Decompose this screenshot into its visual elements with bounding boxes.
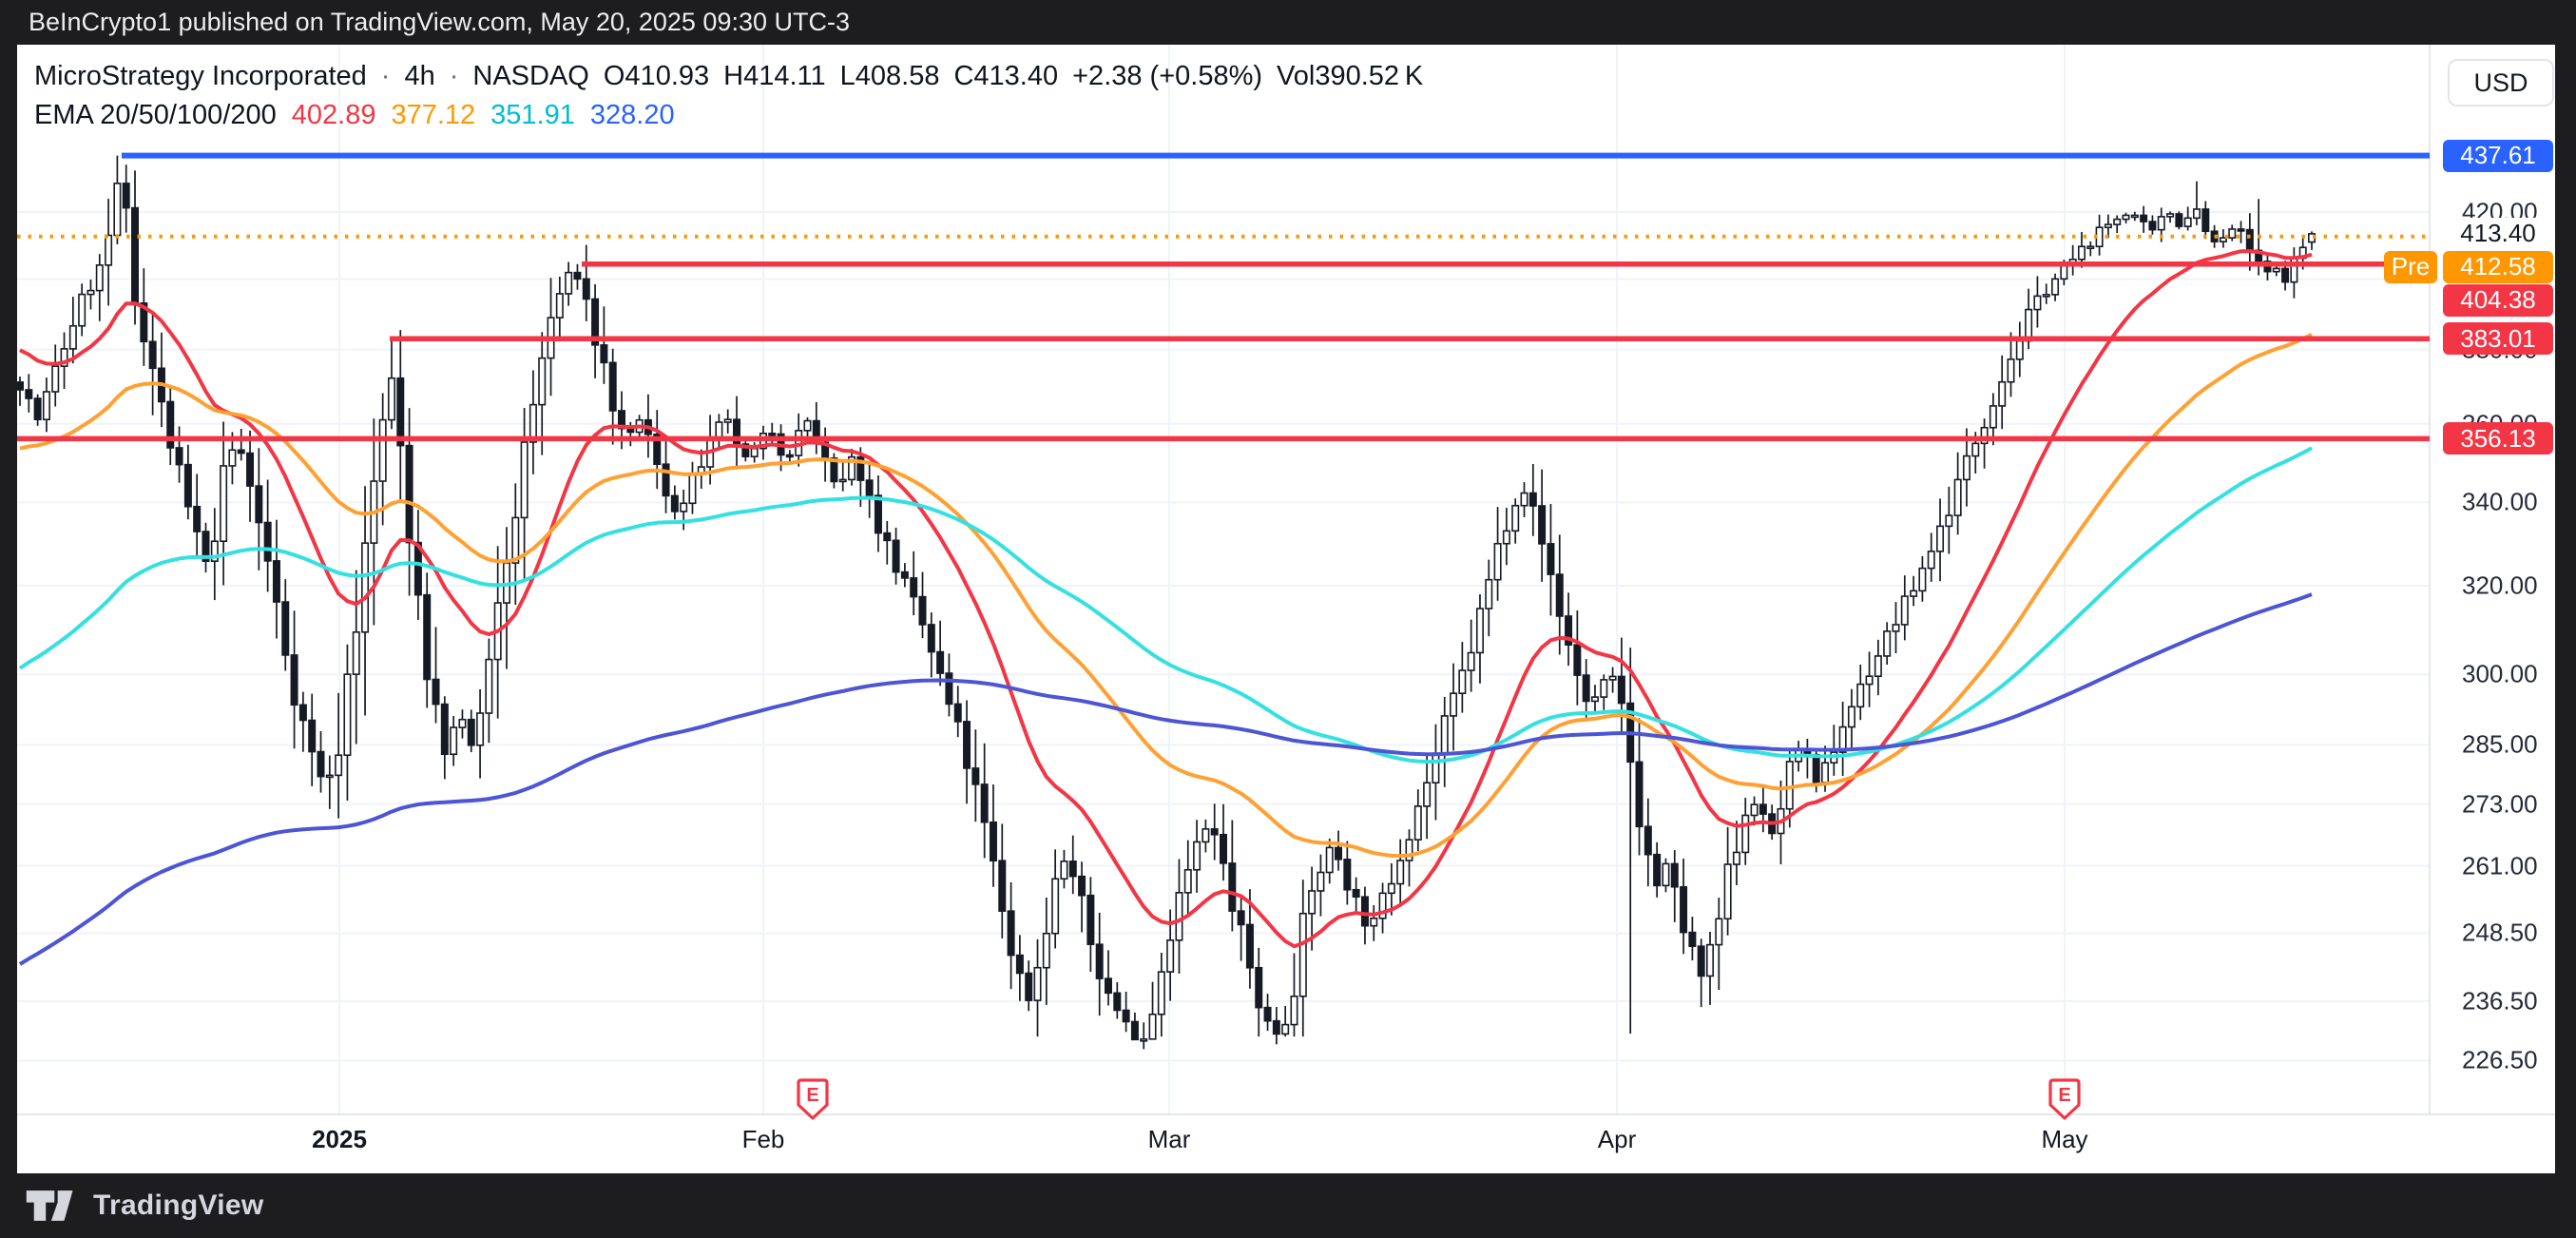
price-alert-label: 356.13 (2443, 422, 2553, 455)
price-tick-label: 320.00 (2462, 571, 2538, 600)
symbol-header: MicroStrategy Incorporated · 4h · NASDAQ… (34, 59, 1437, 93)
level-lines-layer (17, 152, 2430, 442)
currency-button[interactable]: USD (2448, 59, 2554, 106)
price-tick-label: 285.00 (2462, 729, 2538, 759)
svg-text:E: E (2058, 1085, 2070, 1106)
chart-sheet (17, 45, 2555, 1173)
ohlc-high: H414.11 (723, 60, 826, 91)
tradingview-logo-icon[interactable] (25, 1190, 80, 1222)
ohlc-low: L408.58 (839, 60, 940, 91)
symbol-name[interactable]: MicroStrategy Incorporated (34, 60, 367, 91)
tradingview-brand-text[interactable]: TradingView (93, 1190, 264, 1221)
publish-banner-text: BeInCrypto1 published on TradingView.com… (29, 8, 850, 36)
price-alert-label: 404.38 (2443, 283, 2553, 317)
publish-banner: BeInCrypto1 published on TradingView.com… (0, 0, 2576, 45)
ema50-value: 377.12 (391, 99, 476, 130)
exchange-label: NASDAQ (472, 60, 589, 91)
ema20-value: 402.89 (291, 99, 376, 130)
time-axis-label-2025: 2025 (312, 1125, 367, 1153)
separator-dot: · (380, 60, 391, 91)
svg-text:E: E (806, 1085, 818, 1106)
price-tick-label: 226.50 (2462, 1045, 2538, 1074)
change-value: +2.38 (+0.58%) (1072, 60, 1263, 91)
grid-layer (17, 45, 2555, 1115)
separator-dot: · (449, 60, 459, 91)
price-alert-label: 412.58 (2443, 250, 2553, 283)
time-axis-label-apr: Apr (1597, 1125, 1637, 1153)
volume-value: Vol390.52 K (1277, 60, 1424, 91)
price-tick-label: 236.50 (2462, 986, 2538, 1016)
price-alert-label: 437.61 (2443, 139, 2553, 172)
price-tick-label: 248.50 (2462, 918, 2538, 947)
ema50-line[interactable] (19, 332, 2313, 859)
ema-legend: EMA 20/50/100/200 402.89 377.12 351.91 3… (34, 98, 690, 132)
time-axis-label-feb: Feb (741, 1125, 785, 1153)
ema100-value: 351.91 (490, 99, 575, 130)
currency-button-label: USD (2473, 68, 2528, 97)
ema-lines-layer (18, 249, 2313, 966)
ema100-line[interactable] (18, 446, 2313, 764)
price-tick-label: 300.00 (2462, 659, 2538, 688)
last-price-label: 413.40 (2443, 217, 2553, 250)
earnings-marker-icon[interactable]: E (797, 1078, 829, 1127)
ema-legend-label[interactable]: EMA 20/50/100/200 (34, 99, 277, 130)
interval-label[interactable]: 4h (404, 60, 435, 91)
premarket-chip: Pre (2384, 250, 2437, 283)
time-axis-label-mar: Mar (1147, 1125, 1191, 1153)
price-tick-label: 261.00 (2462, 851, 2538, 880)
ema20-line[interactable] (19, 249, 2313, 949)
candles-layer (17, 155, 2316, 1050)
time-axis-label-may: May (2041, 1125, 2088, 1153)
ema200-value: 328.20 (589, 99, 675, 130)
earnings-marker-icon[interactable]: E (2048, 1078, 2081, 1127)
ohlc-open: O410.93 (603, 60, 710, 91)
ema200-line[interactable] (18, 592, 2313, 966)
price-alert-label: 383.01 (2443, 322, 2553, 356)
price-tick-label: 273.00 (2462, 789, 2538, 819)
footer-bar: TradingView (0, 1173, 2576, 1238)
ohlc-close: C413.40 (953, 60, 1059, 91)
price-tick-label: 340.00 (2462, 487, 2538, 516)
